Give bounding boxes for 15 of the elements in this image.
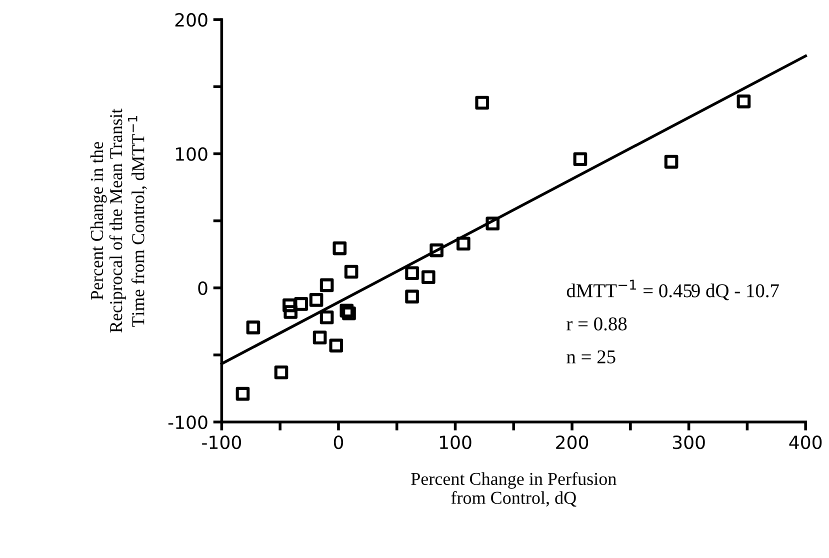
x-tick-label: 100 (440, 436, 472, 450)
annotation: r = 0.88 (566, 317, 627, 331)
x-tick-label: 0 (334, 436, 344, 450)
y-tick-label: 200 (175, 13, 208, 27)
x-tick-label: -100 (202, 436, 241, 450)
annotation: n = 25 (566, 350, 616, 364)
y-tick-label: -100 (168, 415, 208, 430)
x-tick-label: 400 (789, 436, 822, 450)
x-tick-label: 200 (556, 436, 588, 450)
y-tick-label: 0 (198, 281, 208, 295)
x-axis-title: Percent Change in Perfusion from Control, dQ (411, 472, 616, 507)
y-axis-title: Percent Change in the Reciprocal of the Mean Transit Time from Control, dMTT$^{−1}$ (90, 108, 147, 333)
annotation: dMTT$^{−1}$ = 0.459 dQ - 10.7 (566, 280, 779, 300)
y-tick-label: 100 (176, 147, 208, 161)
x-tick-label: 300 (672, 436, 705, 450)
